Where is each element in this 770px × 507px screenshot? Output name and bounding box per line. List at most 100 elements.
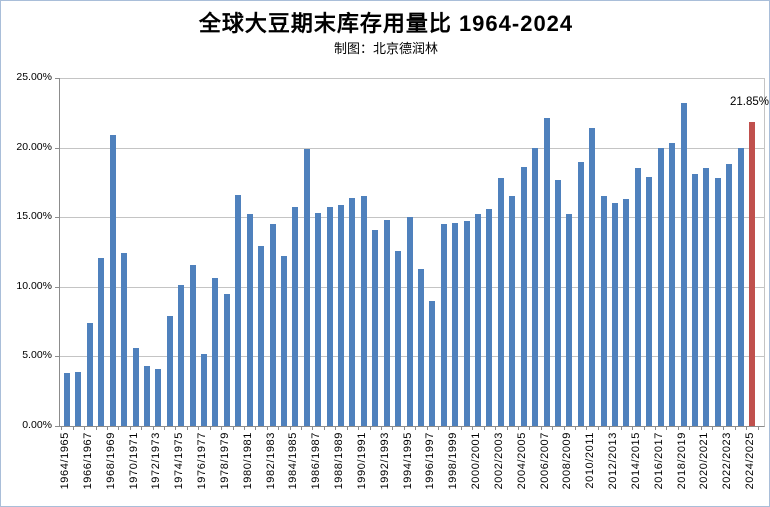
chart-title: 全球大豆期末库存用量比 1964-2024 <box>198 11 574 36</box>
bar <box>235 194 242 426</box>
x-axis-tick <box>620 426 622 430</box>
bar <box>623 199 630 426</box>
bar <box>554 179 561 426</box>
bar <box>280 256 287 426</box>
bar <box>315 213 322 426</box>
x-axis-tick <box>540 426 542 430</box>
y-axis-tick <box>55 147 59 149</box>
x-axis-label: 1988/1989 <box>333 432 345 490</box>
bar <box>189 264 196 426</box>
x-axis-label: 1964/1965 <box>59 432 71 490</box>
x-axis-tick <box>221 426 223 430</box>
bar <box>372 229 379 426</box>
bar <box>737 147 744 426</box>
x-axis-label: 2020/2021 <box>698 432 711 490</box>
x-axis-tick <box>712 426 714 430</box>
y-axis-tick <box>55 286 59 288</box>
x-axis-label: 2004/2005 <box>515 432 528 490</box>
x-axis-tick <box>723 426 725 430</box>
x-axis-tick <box>61 426 63 430</box>
x-axis-label: 1972/1973 <box>150 432 163 490</box>
x-axis-tick <box>301 426 303 430</box>
bar <box>349 197 356 426</box>
x-axis-tick <box>380 426 382 430</box>
bar <box>691 174 698 426</box>
x-axis-tick <box>426 426 428 430</box>
bar <box>669 143 676 426</box>
x-axis-tick <box>95 426 97 430</box>
bar <box>132 348 139 426</box>
y-axis-label: 20.00% <box>16 140 52 153</box>
y-axis-label: 25.00% <box>16 71 52 83</box>
x-axis-label: 1994/1995 <box>401 432 414 490</box>
bar <box>223 293 230 426</box>
x-axis-tick <box>358 426 360 430</box>
x-axis-tick <box>129 426 131 430</box>
gridline <box>60 147 764 149</box>
bar <box>463 221 470 426</box>
x-axis-label: 2014/2015 <box>629 432 642 490</box>
x-axis-tick <box>677 426 679 430</box>
x-axis-tick <box>255 426 257 430</box>
x-axis-tick <box>529 426 531 430</box>
bar <box>714 178 721 426</box>
x-axis-tick <box>438 426 440 430</box>
x-axis-tick <box>346 426 348 430</box>
bar <box>75 371 82 426</box>
bar <box>212 278 219 426</box>
bar <box>634 168 641 426</box>
bar <box>520 167 527 426</box>
x-axis-tick <box>152 426 154 430</box>
x-axis-label: 2008/2009 <box>561 432 574 490</box>
x-axis-label: 1990/1991 <box>355 432 368 490</box>
y-axis-label: 15.00% <box>16 210 52 223</box>
x-axis-tick <box>746 426 748 430</box>
x-axis-tick <box>586 426 588 430</box>
x-axis-label: 1982/1983 <box>264 432 277 490</box>
x-axis-tick <box>118 426 120 430</box>
x-axis-label: 1992/1993 <box>378 432 391 490</box>
x-axis-tick <box>609 426 611 430</box>
bar <box>497 178 504 426</box>
y-axis-tick <box>55 426 59 427</box>
x-axis-tick <box>106 426 108 430</box>
bar <box>600 196 607 426</box>
x-axis-tick <box>460 426 462 430</box>
bar <box>338 204 344 426</box>
x-axis-tick <box>506 426 508 430</box>
x-axis-tick <box>232 426 234 430</box>
bar <box>269 224 276 426</box>
x-axis-tick <box>323 426 325 430</box>
bar <box>612 203 618 426</box>
x-axis-label: 1976/1977 <box>196 432 208 490</box>
x-axis-tick <box>449 426 451 430</box>
bar <box>64 373 70 426</box>
bar <box>646 176 653 426</box>
bar <box>86 323 93 426</box>
x-axis-label: 2002/2003 <box>492 432 505 490</box>
bar <box>452 222 459 426</box>
x-axis-label: 1978/1979 <box>218 432 231 490</box>
x-axis-tick <box>563 426 565 430</box>
x-axis-tick <box>597 426 599 430</box>
x-axis-label: 1996/1997 <box>424 432 437 490</box>
bar <box>246 214 253 426</box>
bar <box>98 257 105 426</box>
x-axis-tick <box>415 426 417 430</box>
x-axis-tick <box>643 426 645 430</box>
x-axis-tick <box>552 426 554 430</box>
x-axis-tick <box>734 426 736 430</box>
bar <box>201 353 207 426</box>
plot-area: 21.85% <box>55 78 769 430</box>
x-axis-tick <box>666 426 668 430</box>
title-block: 全球大豆期末库存用量比 1964-2024 制图：北京德润林 <box>1 9 769 57</box>
bar <box>109 135 116 426</box>
bar <box>258 246 265 426</box>
x-axis-label: 1984/1985 <box>287 432 300 490</box>
x-axis-label: 1974/1975 <box>173 432 186 490</box>
x-axis-label: 1980/1981 <box>241 432 254 490</box>
x-axis-tick <box>575 426 577 430</box>
x-axis-tick <box>689 426 691 430</box>
x-axis-label: 2000/2001 <box>470 432 482 490</box>
bar <box>303 149 310 426</box>
